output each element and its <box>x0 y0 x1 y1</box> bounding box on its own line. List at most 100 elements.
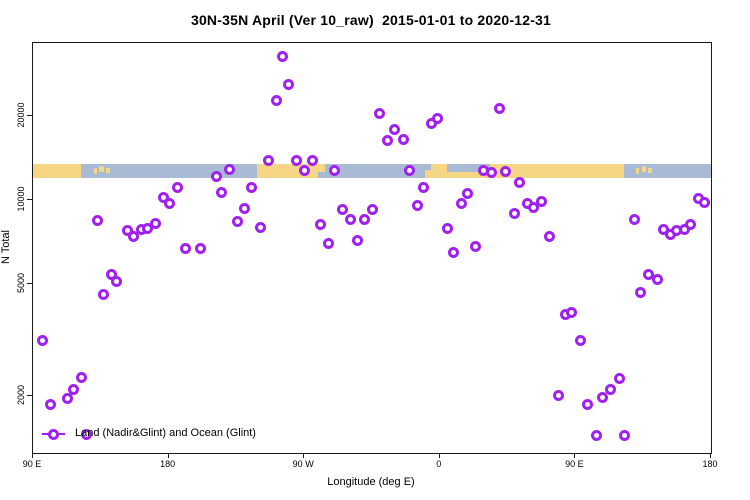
y-tick <box>27 199 32 201</box>
data-point <box>374 107 386 119</box>
legend-label: Land (Nadir&Glint) and Ocean (Glint) <box>75 427 256 439</box>
y-axis-title: N Total <box>0 229 12 265</box>
x-tick-label: 180 <box>702 459 718 469</box>
data-point <box>642 268 654 280</box>
map-strip-island-patch <box>106 168 110 174</box>
x-tick-label: 90 E <box>565 459 584 469</box>
data-point <box>447 246 459 258</box>
data-point <box>366 204 378 216</box>
map-strip-sea-patch <box>424 164 432 171</box>
data-point <box>441 222 453 234</box>
x-tick <box>32 453 33 458</box>
data-point <box>651 273 663 285</box>
data-point <box>582 398 594 410</box>
data-point <box>37 334 49 346</box>
map-strip-island-patch <box>648 168 653 174</box>
data-point <box>514 176 526 188</box>
data-point <box>195 242 207 254</box>
map-strip-island-patch <box>99 166 104 173</box>
data-point <box>111 275 123 287</box>
data-point <box>684 218 696 230</box>
x-tick-label: 90 W <box>292 459 314 469</box>
data-point <box>91 214 103 226</box>
x-tick <box>438 453 440 458</box>
y-tick-label: 10000 <box>16 186 26 212</box>
data-point <box>351 234 363 246</box>
data-point <box>553 390 565 402</box>
data-point <box>164 197 176 209</box>
map-strip-sea-patch <box>447 164 490 172</box>
data-point <box>536 195 548 207</box>
map-strip-island-patch <box>94 167 98 175</box>
data-point <box>210 170 222 182</box>
data-point <box>61 392 73 404</box>
data-point <box>299 164 311 176</box>
data-point <box>418 181 430 193</box>
data-point <box>412 199 424 211</box>
legend-point-sample <box>48 429 59 440</box>
data-point <box>239 202 251 214</box>
data-point <box>322 237 334 249</box>
data-point <box>81 429 93 441</box>
x-tick-label: 180 <box>160 459 176 469</box>
data-point <box>306 154 318 166</box>
data-point <box>403 164 415 176</box>
data-point <box>105 268 117 280</box>
x-tick-label: 0 <box>436 459 442 469</box>
data-point <box>231 215 243 227</box>
data-point <box>499 165 511 177</box>
y-tick-label: 20000 <box>16 102 26 128</box>
data-point <box>566 306 578 318</box>
data-point <box>528 201 540 213</box>
data-point <box>68 384 80 396</box>
data-point <box>597 391 609 403</box>
map-strip-island-patch <box>636 167 640 175</box>
data-point <box>336 203 348 215</box>
data-point <box>614 372 626 384</box>
data-point <box>224 163 236 175</box>
data-point <box>485 166 497 178</box>
data-point <box>389 123 401 135</box>
data-point <box>121 224 133 236</box>
data-point <box>283 78 295 90</box>
data-point <box>381 135 393 147</box>
map-strip-land <box>257 164 326 178</box>
data-point <box>276 50 288 62</box>
x-tick <box>167 453 169 458</box>
x-tick <box>710 453 711 458</box>
data-point <box>455 197 467 209</box>
data-point <box>171 181 183 193</box>
map-strip-sea-patch <box>317 171 326 178</box>
data-point <box>180 242 192 254</box>
data-point <box>397 134 409 146</box>
map-strip-land <box>33 164 82 178</box>
data-point <box>329 164 341 176</box>
y-tick <box>27 114 32 116</box>
data-point <box>544 230 556 242</box>
data-point <box>291 155 303 167</box>
data-point <box>432 112 444 124</box>
data-point <box>44 398 56 410</box>
data-point <box>246 181 258 193</box>
x-axis-title: Longitude (deg E) <box>327 476 415 488</box>
data-point <box>344 213 356 225</box>
data-point <box>270 94 282 106</box>
data-point <box>97 288 109 300</box>
map-strip-ocean <box>33 164 711 178</box>
data-point <box>508 207 520 219</box>
data-point <box>634 286 646 298</box>
data-point <box>255 221 267 233</box>
y-tick <box>27 394 32 396</box>
data-point <box>358 213 370 225</box>
y-tick <box>27 283 32 285</box>
data-point <box>150 217 162 229</box>
data-point <box>628 213 640 225</box>
data-point <box>262 155 274 167</box>
y-tick-label: 5000 <box>16 273 26 294</box>
plot-area <box>32 42 712 454</box>
data-point <box>575 334 587 346</box>
x-tick <box>574 453 576 458</box>
data-point <box>76 371 88 383</box>
x-tick <box>303 453 305 458</box>
